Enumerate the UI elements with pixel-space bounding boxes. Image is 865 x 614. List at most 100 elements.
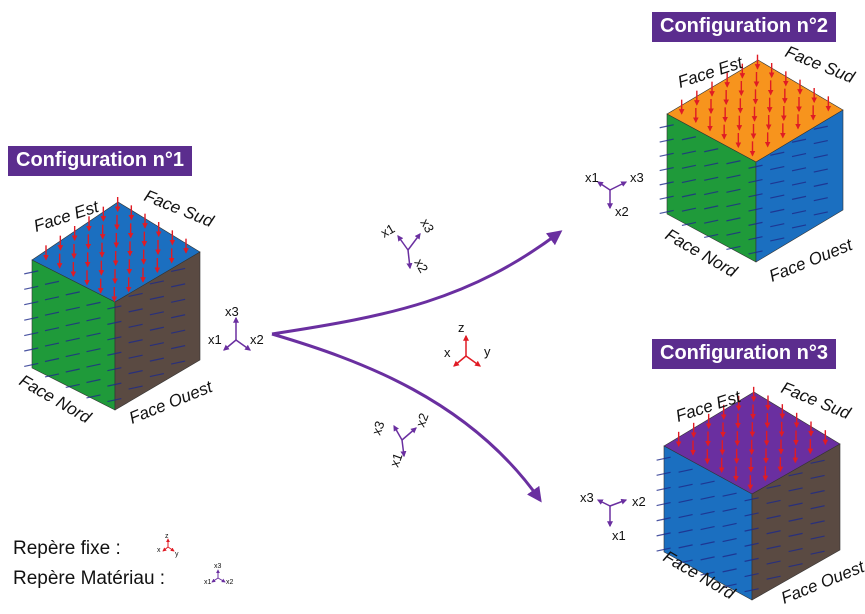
fiber-mark	[107, 382, 122, 387]
axis-x3-label: x3	[214, 563, 222, 570]
axis-x2-label: x2	[632, 494, 646, 509]
fiber-mark	[770, 208, 785, 213]
fiber-mark	[748, 164, 763, 169]
fiber-mark	[813, 125, 828, 130]
fiber-mark	[681, 193, 697, 198]
fiber-mark	[813, 168, 828, 173]
fiber-mark	[678, 529, 693, 534]
fiber-mark	[170, 283, 186, 288]
transition-arrow-to-config-3	[271, 332, 542, 503]
fiber-mark	[813, 154, 828, 159]
fiber-mark	[748, 193, 763, 198]
fiber-mark	[149, 311, 165, 316]
fiber-mark	[810, 505, 825, 510]
fiber-mark	[170, 298, 186, 303]
fiber-mark	[722, 568, 737, 573]
cube-configuration-1	[24, 197, 201, 411]
fiber-mark	[24, 316, 39, 321]
fiber-mark	[128, 292, 143, 298]
cube-configuration-2	[659, 54, 844, 263]
fiber-mark	[810, 550, 825, 555]
face-sud-label-2: Face Sud	[783, 42, 858, 87]
fiber-mark	[704, 162, 719, 167]
fiber-mark	[700, 526, 715, 531]
fiber-mark	[766, 515, 781, 520]
fiber-mark	[788, 532, 803, 537]
fiber-mark	[170, 267, 186, 273]
fiber-mark	[656, 486, 671, 492]
fiber-mark	[748, 178, 763, 184]
fiber-mark	[704, 176, 719, 181]
fiber-mark	[656, 532, 671, 537]
axis-x2-label: x2	[413, 411, 432, 429]
fiber-mark	[678, 559, 693, 564]
material-frame-config-3: x3 x2 x1	[580, 490, 646, 543]
fiber-mark	[86, 348, 101, 353]
legend-fixed-frame-icon: z x y	[157, 533, 179, 558]
fiber-mark	[791, 152, 807, 158]
fiber-mark	[704, 219, 719, 224]
axis-y-label: y	[175, 551, 179, 558]
fiber-mark	[65, 322, 80, 327]
fiber-mark	[770, 237, 785, 242]
fiber-mark	[659, 181, 674, 186]
fiber-mark	[722, 583, 737, 588]
fiber-mark	[766, 575, 781, 580]
material-frame-config-2: x1 x3 x2	[585, 170, 644, 219]
fiber-mark	[44, 296, 60, 301]
axis-y-label: y	[484, 344, 491, 359]
fiber-mark	[86, 394, 101, 399]
axis-x1-label: x1	[378, 221, 397, 241]
axis-x3-label: x3	[580, 490, 594, 505]
fiber-mark	[726, 231, 741, 236]
fiber-mark	[810, 535, 825, 540]
fiber-mark	[65, 306, 80, 311]
fiber-mark	[656, 502, 671, 507]
cube2-ouest-face	[755, 109, 844, 263]
fiber-mark	[722, 492, 737, 497]
axis-x2-label: x2	[226, 579, 234, 586]
fiber-mark	[107, 367, 122, 372]
fiber-mark	[788, 517, 803, 522]
fiber-mark	[170, 329, 186, 334]
axis-x1-label: x1	[387, 451, 406, 469]
fiber-mark	[726, 245, 741, 251]
axis-x2-label: x2	[250, 332, 264, 347]
fiber-mark	[128, 339, 143, 344]
fiber-mark	[170, 314, 186, 319]
fiber-mark	[744, 588, 759, 593]
fiber-mark	[810, 459, 825, 464]
axis-x3-label: x3	[630, 170, 644, 185]
fiber-mark	[86, 363, 101, 368]
fiber-mark	[24, 270, 39, 275]
fiber-mark	[791, 195, 807, 200]
fiber-mark	[788, 502, 803, 507]
fiber-mark	[770, 223, 785, 228]
fiber-mark	[766, 499, 781, 505]
fiber-mark	[681, 207, 697, 212]
axis-z-label: z	[165, 533, 169, 540]
configuration-1-title: Configuration n°1	[8, 146, 192, 176]
cube3-ouest-face	[751, 443, 841, 601]
fiber-mark	[726, 217, 741, 222]
fiber-mark	[24, 301, 39, 306]
fiber-mark	[681, 150, 697, 155]
fiber-mark	[700, 480, 715, 485]
fiber-mark	[722, 538, 737, 543]
fiber-mark	[149, 295, 165, 300]
fiber-mark	[659, 138, 674, 143]
axis-x2-label: x2	[411, 256, 431, 275]
fiber-mark	[788, 472, 803, 477]
fiber-mark	[700, 495, 715, 500]
fiber-mark	[700, 541, 715, 546]
fiber-mark	[766, 545, 781, 550]
fiber-mark	[44, 342, 60, 347]
fiber-mark	[744, 542, 759, 547]
fiber-mark	[788, 487, 803, 492]
fiber-mark	[813, 197, 828, 202]
fiber-mark	[726, 174, 741, 179]
fiber-mark	[722, 553, 737, 558]
fiber-mark	[656, 517, 671, 522]
